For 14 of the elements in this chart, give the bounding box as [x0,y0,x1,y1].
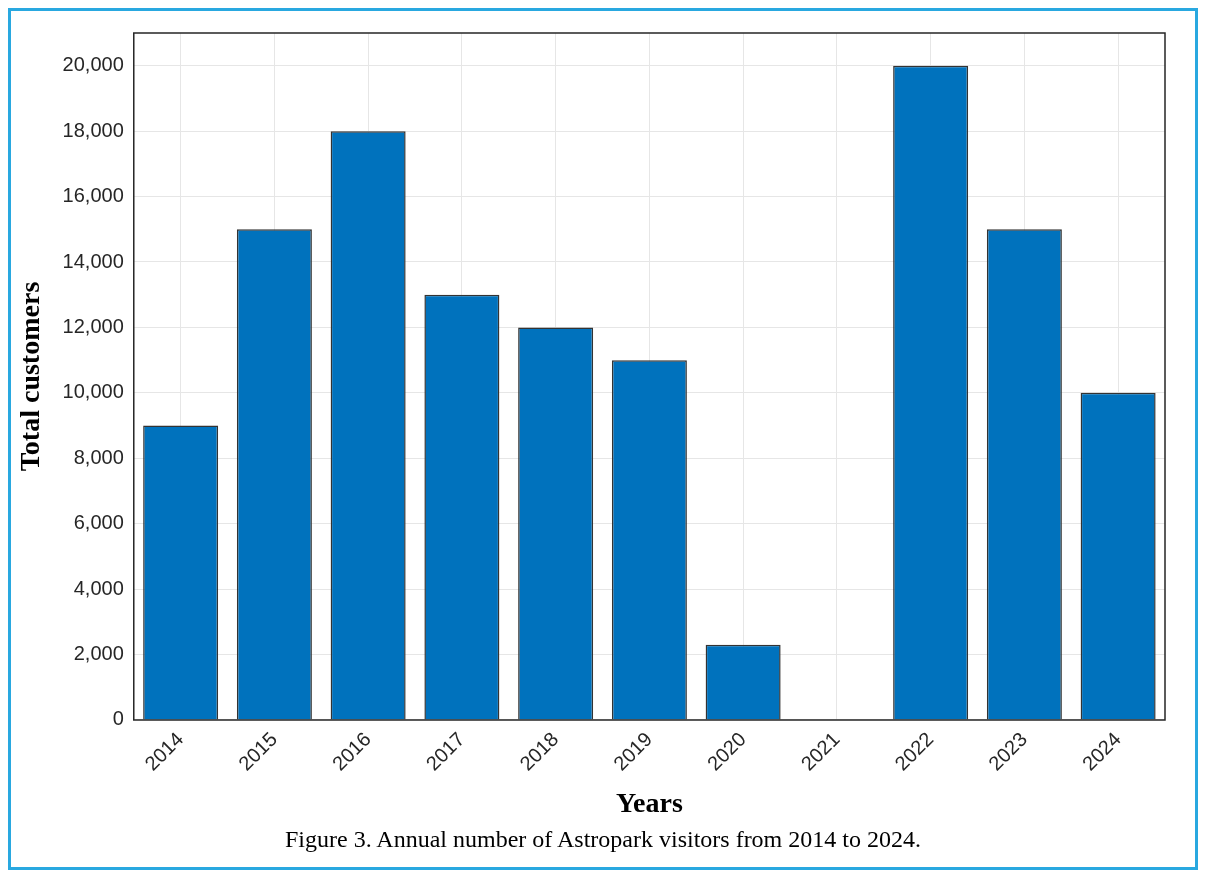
y-tick-label: 8,000 [73,445,124,468]
y-tick-label: 12,000 [62,314,124,337]
x-axis-title: Years [615,787,683,819]
y-tick-label: 6,000 [73,511,124,534]
y-tick-label: 4,000 [73,576,124,599]
y-axis-title: Total customers [14,281,46,472]
y-tick-label: 10,000 [62,380,124,403]
caption: Figure 3. Annual number of Astropark visitors from 2014 to 2024. [284,826,922,854]
y-tick-label: 2,000 [73,642,124,665]
y-tick-label: 18,000 [62,118,124,141]
y-tick-label: 0 [112,707,124,730]
y-tick-label: 16,000 [62,184,124,207]
y-tick-label: 20,000 [62,53,124,76]
y-tick-label: 14,000 [62,249,124,272]
